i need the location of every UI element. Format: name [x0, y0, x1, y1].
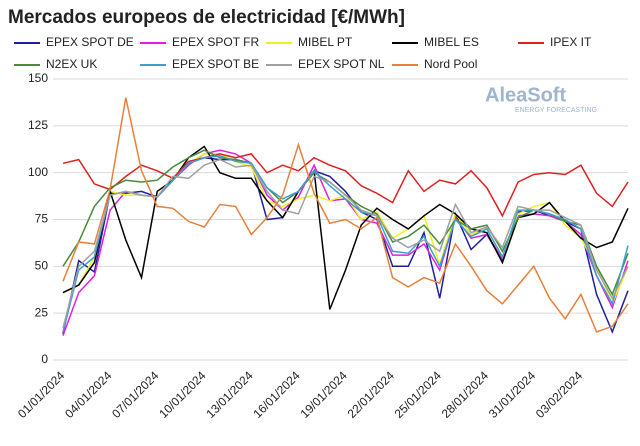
x-tick-label: 04/01/2024	[62, 368, 115, 421]
legend-label: MIBEL ES	[424, 35, 479, 49]
legend-label: IPEX IT	[550, 35, 592, 49]
series-line	[62, 153, 629, 306]
watermark: AleaSoft	[485, 84, 566, 106]
x-tick-label: 25/01/2024	[392, 368, 445, 421]
x-tick-label: 19/01/2024	[297, 368, 350, 421]
series-line	[62, 153, 629, 218]
legend-label: EPEX SPOT NL	[298, 57, 385, 71]
y-tick-label: 50	[35, 259, 49, 273]
legend-label: MIBEL PT	[298, 35, 353, 49]
x-tick-label: 07/01/2024	[109, 368, 162, 421]
chart-title: Mercados europeos de electricidad [€/MWh…	[8, 7, 405, 28]
x-tick-label: 22/01/2024	[345, 368, 398, 421]
legend-label: EPEX SPOT FR	[172, 35, 259, 49]
y-tick-label: 125	[28, 118, 48, 132]
y-tick-label: 150	[28, 71, 48, 85]
legend-label: Nord Pool	[424, 57, 477, 71]
x-tick-label: 10/01/2024	[156, 368, 209, 421]
x-tick-label: 16/01/2024	[250, 368, 303, 421]
series-line	[62, 158, 629, 329]
x-tick-label: 31/01/2024	[486, 368, 539, 421]
series-line	[62, 97, 629, 333]
series-line	[62, 145, 629, 310]
y-tick-label: 0	[41, 352, 48, 366]
x-tick-label: 01/01/2024	[15, 368, 68, 421]
x-tick-label: 13/01/2024	[203, 368, 256, 421]
y-tick-label: 100	[28, 165, 48, 179]
legend-label: N2EX UK	[46, 57, 97, 71]
x-tick-label: 28/01/2024	[439, 368, 492, 421]
y-tick-label: 75	[35, 212, 49, 226]
legend-label: EPEX SPOT BE	[172, 57, 259, 71]
legend-label: EPEX SPOT DE	[46, 35, 134, 49]
watermark-sub: ENERGY FORECASTING	[515, 107, 597, 114]
y-tick-label: 25	[35, 305, 49, 319]
x-tick-label: 03/02/2024	[533, 368, 586, 421]
